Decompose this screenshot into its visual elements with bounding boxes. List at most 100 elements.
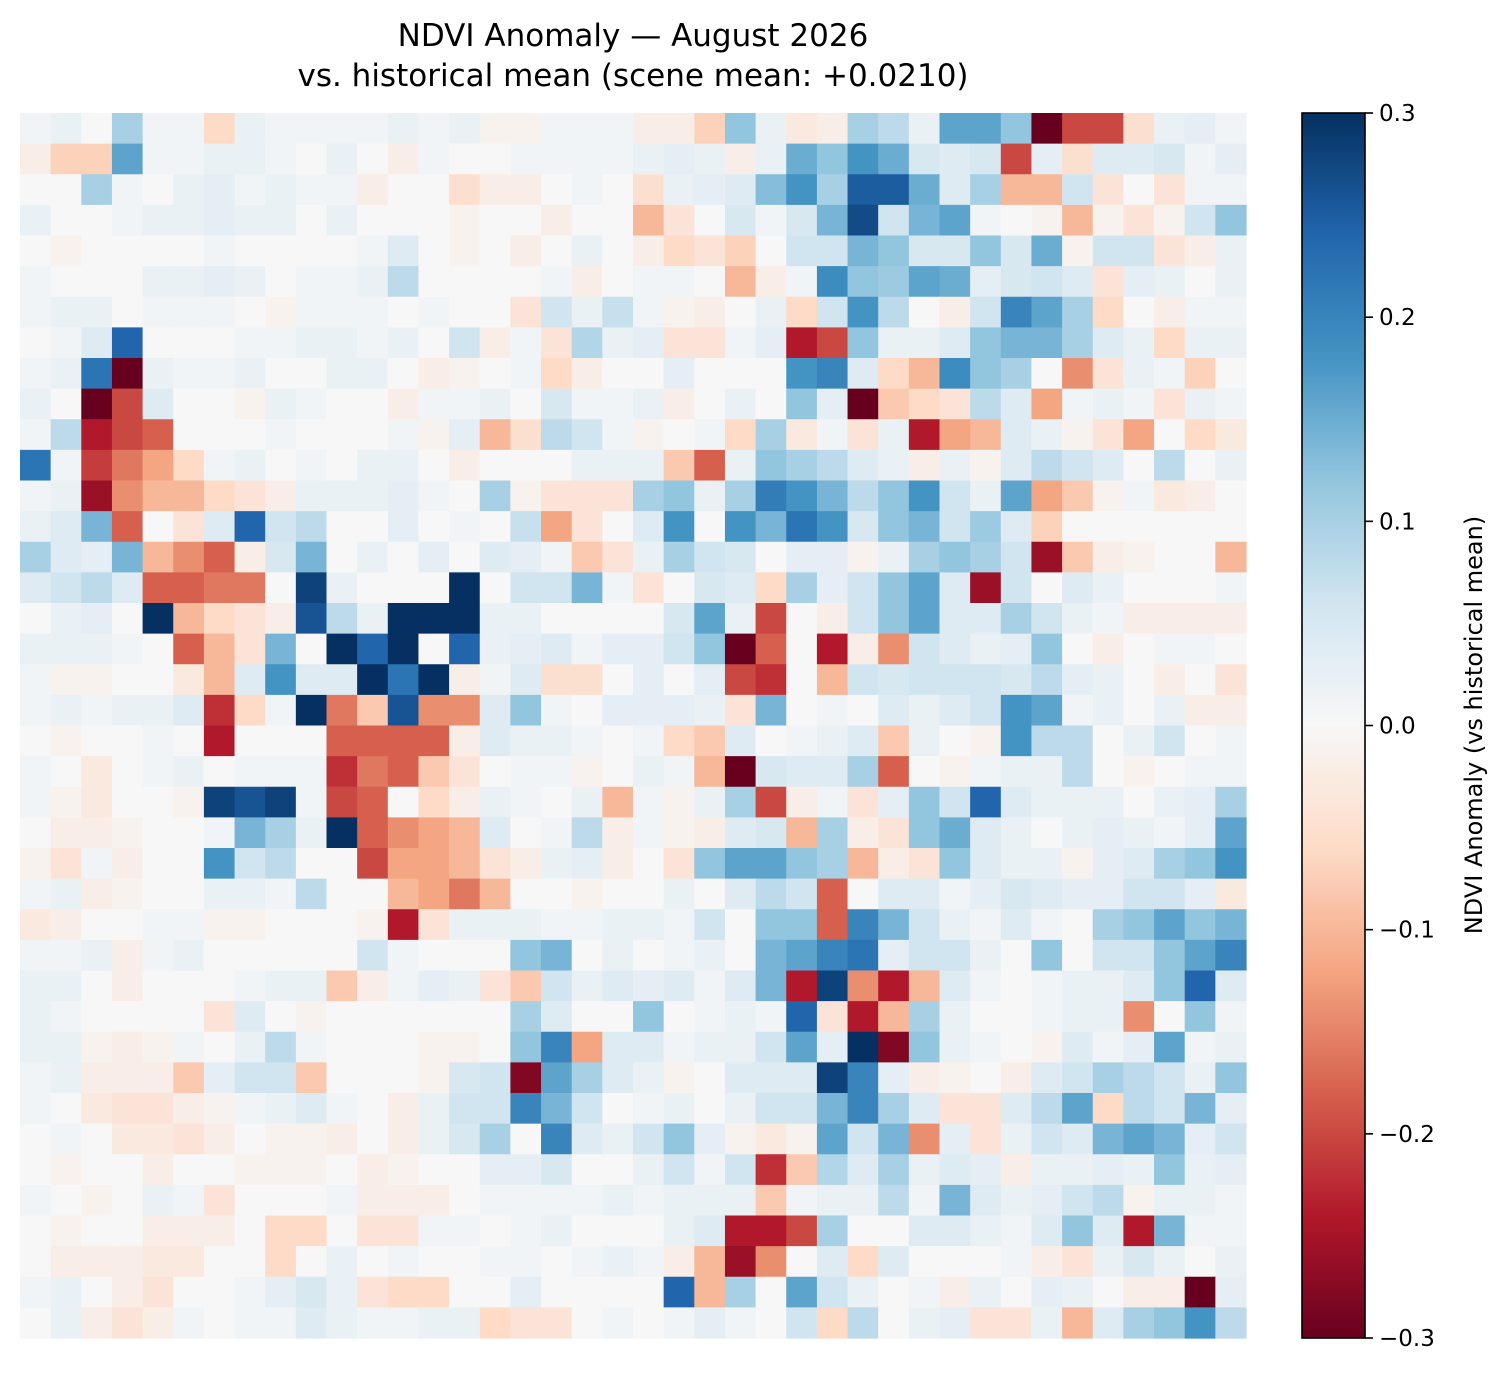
- heatmap-cell: [541, 817, 573, 849]
- heatmap-cell: [1000, 878, 1033, 910]
- heatmap-cell: [816, 1031, 849, 1063]
- heatmap-cell: [265, 1123, 297, 1155]
- heatmap-cell: [1031, 694, 1063, 727]
- heatmap-cell: [510, 1001, 542, 1033]
- heatmap-cell: [173, 756, 205, 788]
- heatmap-cell: [847, 419, 879, 451]
- heatmap-cell: [847, 1215, 879, 1247]
- heatmap-cell: [786, 296, 818, 328]
- heatmap-cell: [1031, 817, 1063, 849]
- heatmap-cell: [755, 633, 787, 665]
- heatmap-cell: [387, 633, 420, 665]
- heatmap-cell: [1184, 1031, 1216, 1063]
- heatmap-cell: [541, 878, 573, 910]
- heatmap-cell: [908, 939, 941, 972]
- colorbar-label: NDVI Anomaly (vs historical mean): [1460, 516, 1488, 934]
- heatmap-cell: [1154, 725, 1186, 757]
- heatmap-cell: [724, 113, 757, 145]
- heatmap-cell: [265, 786, 297, 818]
- heatmap-cell: [50, 204, 82, 237]
- heatmap-cell: [786, 1031, 818, 1063]
- heatmap-cell: [203, 970, 236, 1002]
- heatmap-cell: [663, 204, 695, 237]
- heatmap-cell: [633, 541, 665, 573]
- heatmap-cell: [970, 848, 1002, 880]
- heatmap-cell: [1062, 388, 1094, 420]
- heatmap-cell: [816, 1184, 849, 1217]
- heatmap-cell: [1123, 113, 1155, 145]
- heatmap-cell: [20, 1123, 52, 1155]
- heatmap-cell: [50, 664, 82, 696]
- heatmap-cell: [20, 1154, 52, 1186]
- heatmap-cell: [265, 419, 297, 451]
- heatmap-cell: [1123, 756, 1155, 788]
- heatmap-cell: [449, 358, 481, 390]
- heatmap-cell: [50, 878, 82, 910]
- heatmap-cell: [1092, 1184, 1124, 1217]
- heatmap-cell: [847, 204, 879, 237]
- heatmap-cell: [755, 143, 787, 175]
- heatmap-cell: [173, 1154, 205, 1186]
- heatmap-cell: [847, 878, 879, 910]
- heatmap-cell: [265, 266, 297, 298]
- heatmap-cell: [20, 174, 52, 206]
- heatmap-cell: [1092, 725, 1124, 757]
- heatmap-cell: [694, 725, 726, 757]
- heatmap-cell: [449, 204, 481, 237]
- heatmap-cell: [816, 603, 849, 635]
- heatmap-cell: [571, 1246, 603, 1278]
- heatmap-cell: [755, 1276, 787, 1308]
- heatmap-cell: [357, 909, 389, 941]
- heatmap-cell: [203, 939, 236, 972]
- heatmap-cell: [387, 327, 420, 359]
- heatmap-cell: [694, 358, 726, 390]
- heatmap-cell: [295, 909, 328, 941]
- heatmap-cell: [1031, 541, 1063, 573]
- heatmap-cell: [755, 1093, 787, 1125]
- heatmap-cell: [755, 878, 787, 910]
- heatmap-cell: [939, 1276, 971, 1308]
- heatmap-cell: [173, 296, 205, 328]
- heatmap-cell: [786, 694, 818, 727]
- heatmap-cell: [418, 603, 450, 635]
- heatmap-cell: [173, 480, 205, 512]
- heatmap-cell: [786, 541, 818, 573]
- heatmap-cell: [142, 327, 174, 359]
- heatmap-cell: [878, 756, 910, 788]
- heatmap-cell: [1000, 572, 1033, 604]
- heatmap-cell: [694, 235, 726, 267]
- heatmap-cell: [203, 541, 236, 573]
- heatmap-cell: [357, 939, 389, 972]
- heatmap-cell: [1215, 970, 1247, 1002]
- heatmap-cell: [908, 725, 941, 757]
- heatmap-cell: [449, 664, 481, 696]
- heatmap-cell: [663, 1246, 695, 1278]
- heatmap-cell: [816, 113, 849, 145]
- heatmap-cell: [510, 633, 542, 665]
- heatmap-cell: [878, 694, 910, 727]
- heatmap-cell: [602, 1001, 634, 1033]
- heatmap-cell: [265, 204, 297, 237]
- heatmap-cell: [265, 449, 297, 482]
- heatmap-cell: [970, 603, 1002, 635]
- heatmap-cell: [326, 113, 358, 145]
- heatmap-cell: [908, 1062, 941, 1094]
- heatmap-cell: [694, 296, 726, 328]
- heatmap-cell: [1031, 143, 1063, 175]
- heatmap-cell: [173, 786, 205, 818]
- heatmap-cell: [111, 449, 144, 482]
- heatmap-cell: [970, 1031, 1002, 1063]
- heatmap-cell: [173, 633, 205, 665]
- heatmap-cell: [50, 848, 82, 880]
- heatmap-cell: [1215, 817, 1247, 849]
- heatmap-cell: [878, 725, 910, 757]
- heatmap-cell: [387, 1184, 420, 1217]
- heatmap-cell: [724, 1031, 757, 1063]
- heatmap-cell: [142, 664, 174, 696]
- heatmap-cell: [81, 1062, 113, 1094]
- heatmap-cell: [295, 1154, 328, 1186]
- heatmap-cell: [847, 1093, 879, 1125]
- heatmap-cell: [449, 878, 481, 910]
- heatmap-cell: [510, 143, 542, 175]
- heatmap-cell: [20, 511, 52, 543]
